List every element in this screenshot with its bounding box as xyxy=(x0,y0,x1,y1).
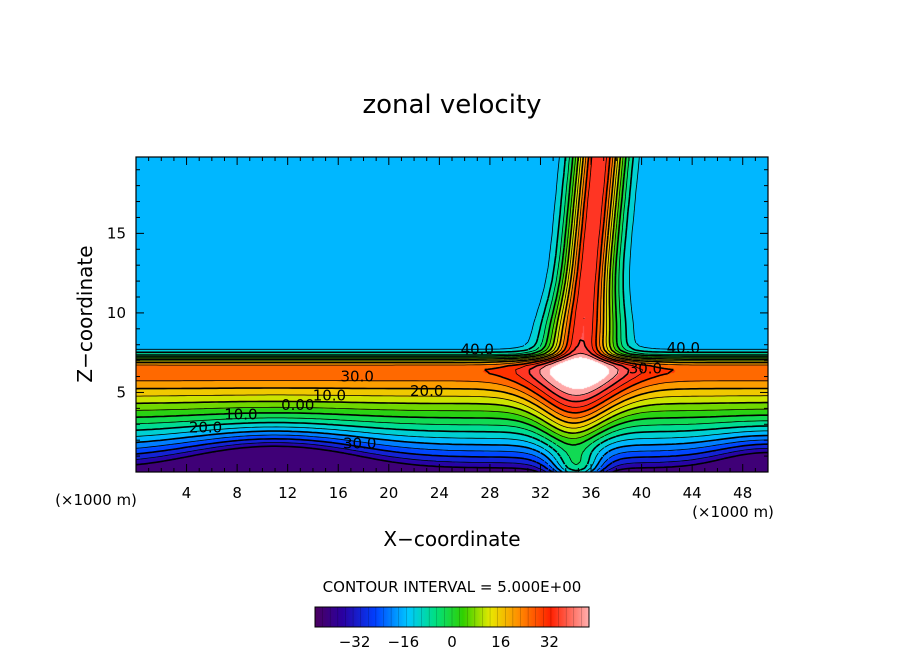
colorbar-tick-label: 16 xyxy=(491,633,510,651)
contour-line xyxy=(136,157,768,439)
contour-line xyxy=(136,438,768,472)
x-unit-left: (×1000 m) xyxy=(55,491,137,509)
colorbar-bands xyxy=(314,607,590,627)
x-tick-label: 8 xyxy=(232,484,242,502)
contour-line xyxy=(539,352,619,396)
contour-line xyxy=(484,157,674,414)
contour-label: 20.0 xyxy=(410,382,443,400)
contour-line xyxy=(136,157,768,446)
x-tick-label: 28 xyxy=(480,484,499,502)
contour-label: 30.0 xyxy=(629,360,662,378)
colorbar-ticks: −32 −16 0 16 32 xyxy=(339,633,559,651)
x-tick-label: 44 xyxy=(683,484,702,502)
contour-line xyxy=(136,434,768,472)
contour-line xyxy=(136,430,768,472)
chart-title: zonal velocity xyxy=(362,90,541,120)
y-axis-label: Z−coordinate xyxy=(73,245,97,382)
x-tick-label: 40 xyxy=(632,484,651,502)
x-tick-label: 4 xyxy=(182,484,192,502)
colorbar-tick-label: 32 xyxy=(540,633,559,651)
x-tick-label: 20 xyxy=(379,484,398,502)
contour-line xyxy=(528,318,630,403)
x-tick-label: 12 xyxy=(278,484,297,502)
contour-line xyxy=(515,157,643,408)
x-axis: 4 8 12 16 20 24 28 32 36 40 44 48 xyxy=(148,157,756,502)
y-tick-label: 5 xyxy=(116,383,126,401)
contour-line xyxy=(136,157,768,434)
x-tick-label: 32 xyxy=(531,484,550,502)
contour-label: 30.0 xyxy=(340,368,373,386)
contour-line xyxy=(136,157,768,424)
x-tick-label: 36 xyxy=(581,484,600,502)
contour-label: 0.00 xyxy=(281,396,314,414)
contour-line xyxy=(136,157,768,419)
contour-label: 30.0 xyxy=(343,434,376,452)
x-tick-label: 16 xyxy=(329,484,348,502)
velocity-field xyxy=(136,157,768,472)
colorbar xyxy=(314,606,590,628)
contour-line xyxy=(136,157,768,472)
y-tick-label: 15 xyxy=(107,224,126,242)
y-axis: 5 10 15 xyxy=(107,169,768,457)
contour-line xyxy=(136,442,768,472)
y-tick-label: 10 xyxy=(107,304,126,322)
contour-line xyxy=(136,445,768,472)
contour-line xyxy=(136,157,768,465)
x-tick-label: 24 xyxy=(430,484,449,502)
x-tick-label: 48 xyxy=(733,484,752,502)
x-unit-right: (×1000 m) xyxy=(692,503,774,521)
contour-label: 20.0 xyxy=(189,418,222,436)
contour-label: 10.0 xyxy=(224,406,257,424)
contour-label: 40.0 xyxy=(461,341,494,359)
contour-label: 40.0 xyxy=(667,339,700,357)
x-axis-label: X−coordinate xyxy=(383,527,520,551)
colorbar-tick-label: −32 xyxy=(339,633,371,651)
colorbar-tick-label: −16 xyxy=(387,633,419,651)
colorbar-tick-label: 0 xyxy=(447,633,457,651)
contour-interval-text: CONTOUR INTERVAL = 5.000E+00 xyxy=(323,578,582,596)
contour-line xyxy=(136,157,768,429)
contour-label: 10.0 xyxy=(313,387,346,405)
contour-lines xyxy=(136,157,768,472)
contour-line xyxy=(136,157,768,472)
